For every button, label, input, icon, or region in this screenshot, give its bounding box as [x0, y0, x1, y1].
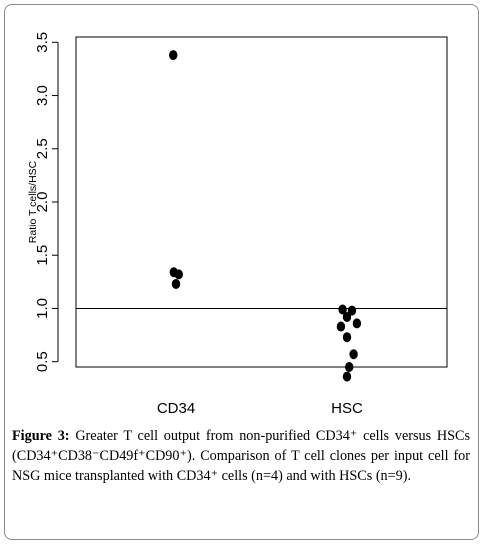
data-point: [349, 349, 358, 360]
y-tick-label: 0.5: [34, 351, 51, 372]
y-axis-label: Ratio T cells/HSC: [27, 160, 39, 243]
y-tick-label: 3.5: [34, 32, 51, 53]
data-point: [345, 362, 354, 372]
scatter-chart: 0.5 1.0 1.5 2.0 2.5 3.0 3.5 CD34 HSC Ratio T ce…: [27, 32, 448, 417]
data-point: [342, 311, 352, 322]
x-axis-labels: CD34 HSC: [157, 400, 363, 417]
data-point: [352, 318, 362, 329]
data-point: [171, 278, 181, 289]
data-point: [174, 269, 183, 280]
caption-text: Greater T cell output from non-purified …: [12, 428, 470, 484]
data-point: [336, 321, 346, 332]
figure-caption: Figure 3: Greater T cell output from non…: [12, 426, 470, 486]
y-axis-ticks: 0.5 1.0 1.5 2.0 2.5 3.0 3.5: [34, 32, 58, 372]
data-points: [169, 50, 362, 382]
caption-label: Figure 3:: [12, 428, 70, 444]
x-category-label: CD34: [157, 400, 195, 417]
y-tick-label: 2.0: [34, 192, 51, 213]
data-point: [338, 304, 347, 315]
data-point: [169, 50, 178, 61]
y-tick-label: 1.5: [34, 245, 51, 266]
x-category-label: HSC: [331, 400, 363, 417]
data-point: [342, 371, 352, 382]
y-tick-label: 1.0: [34, 298, 51, 319]
y-tick-label: 2.5: [34, 138, 51, 159]
plot-area-border: [75, 36, 448, 368]
y-tick-label: 3.0: [34, 85, 51, 106]
figure-frame: [4, 4, 479, 540]
data-point: [347, 305, 357, 316]
data-point: [342, 332, 352, 343]
